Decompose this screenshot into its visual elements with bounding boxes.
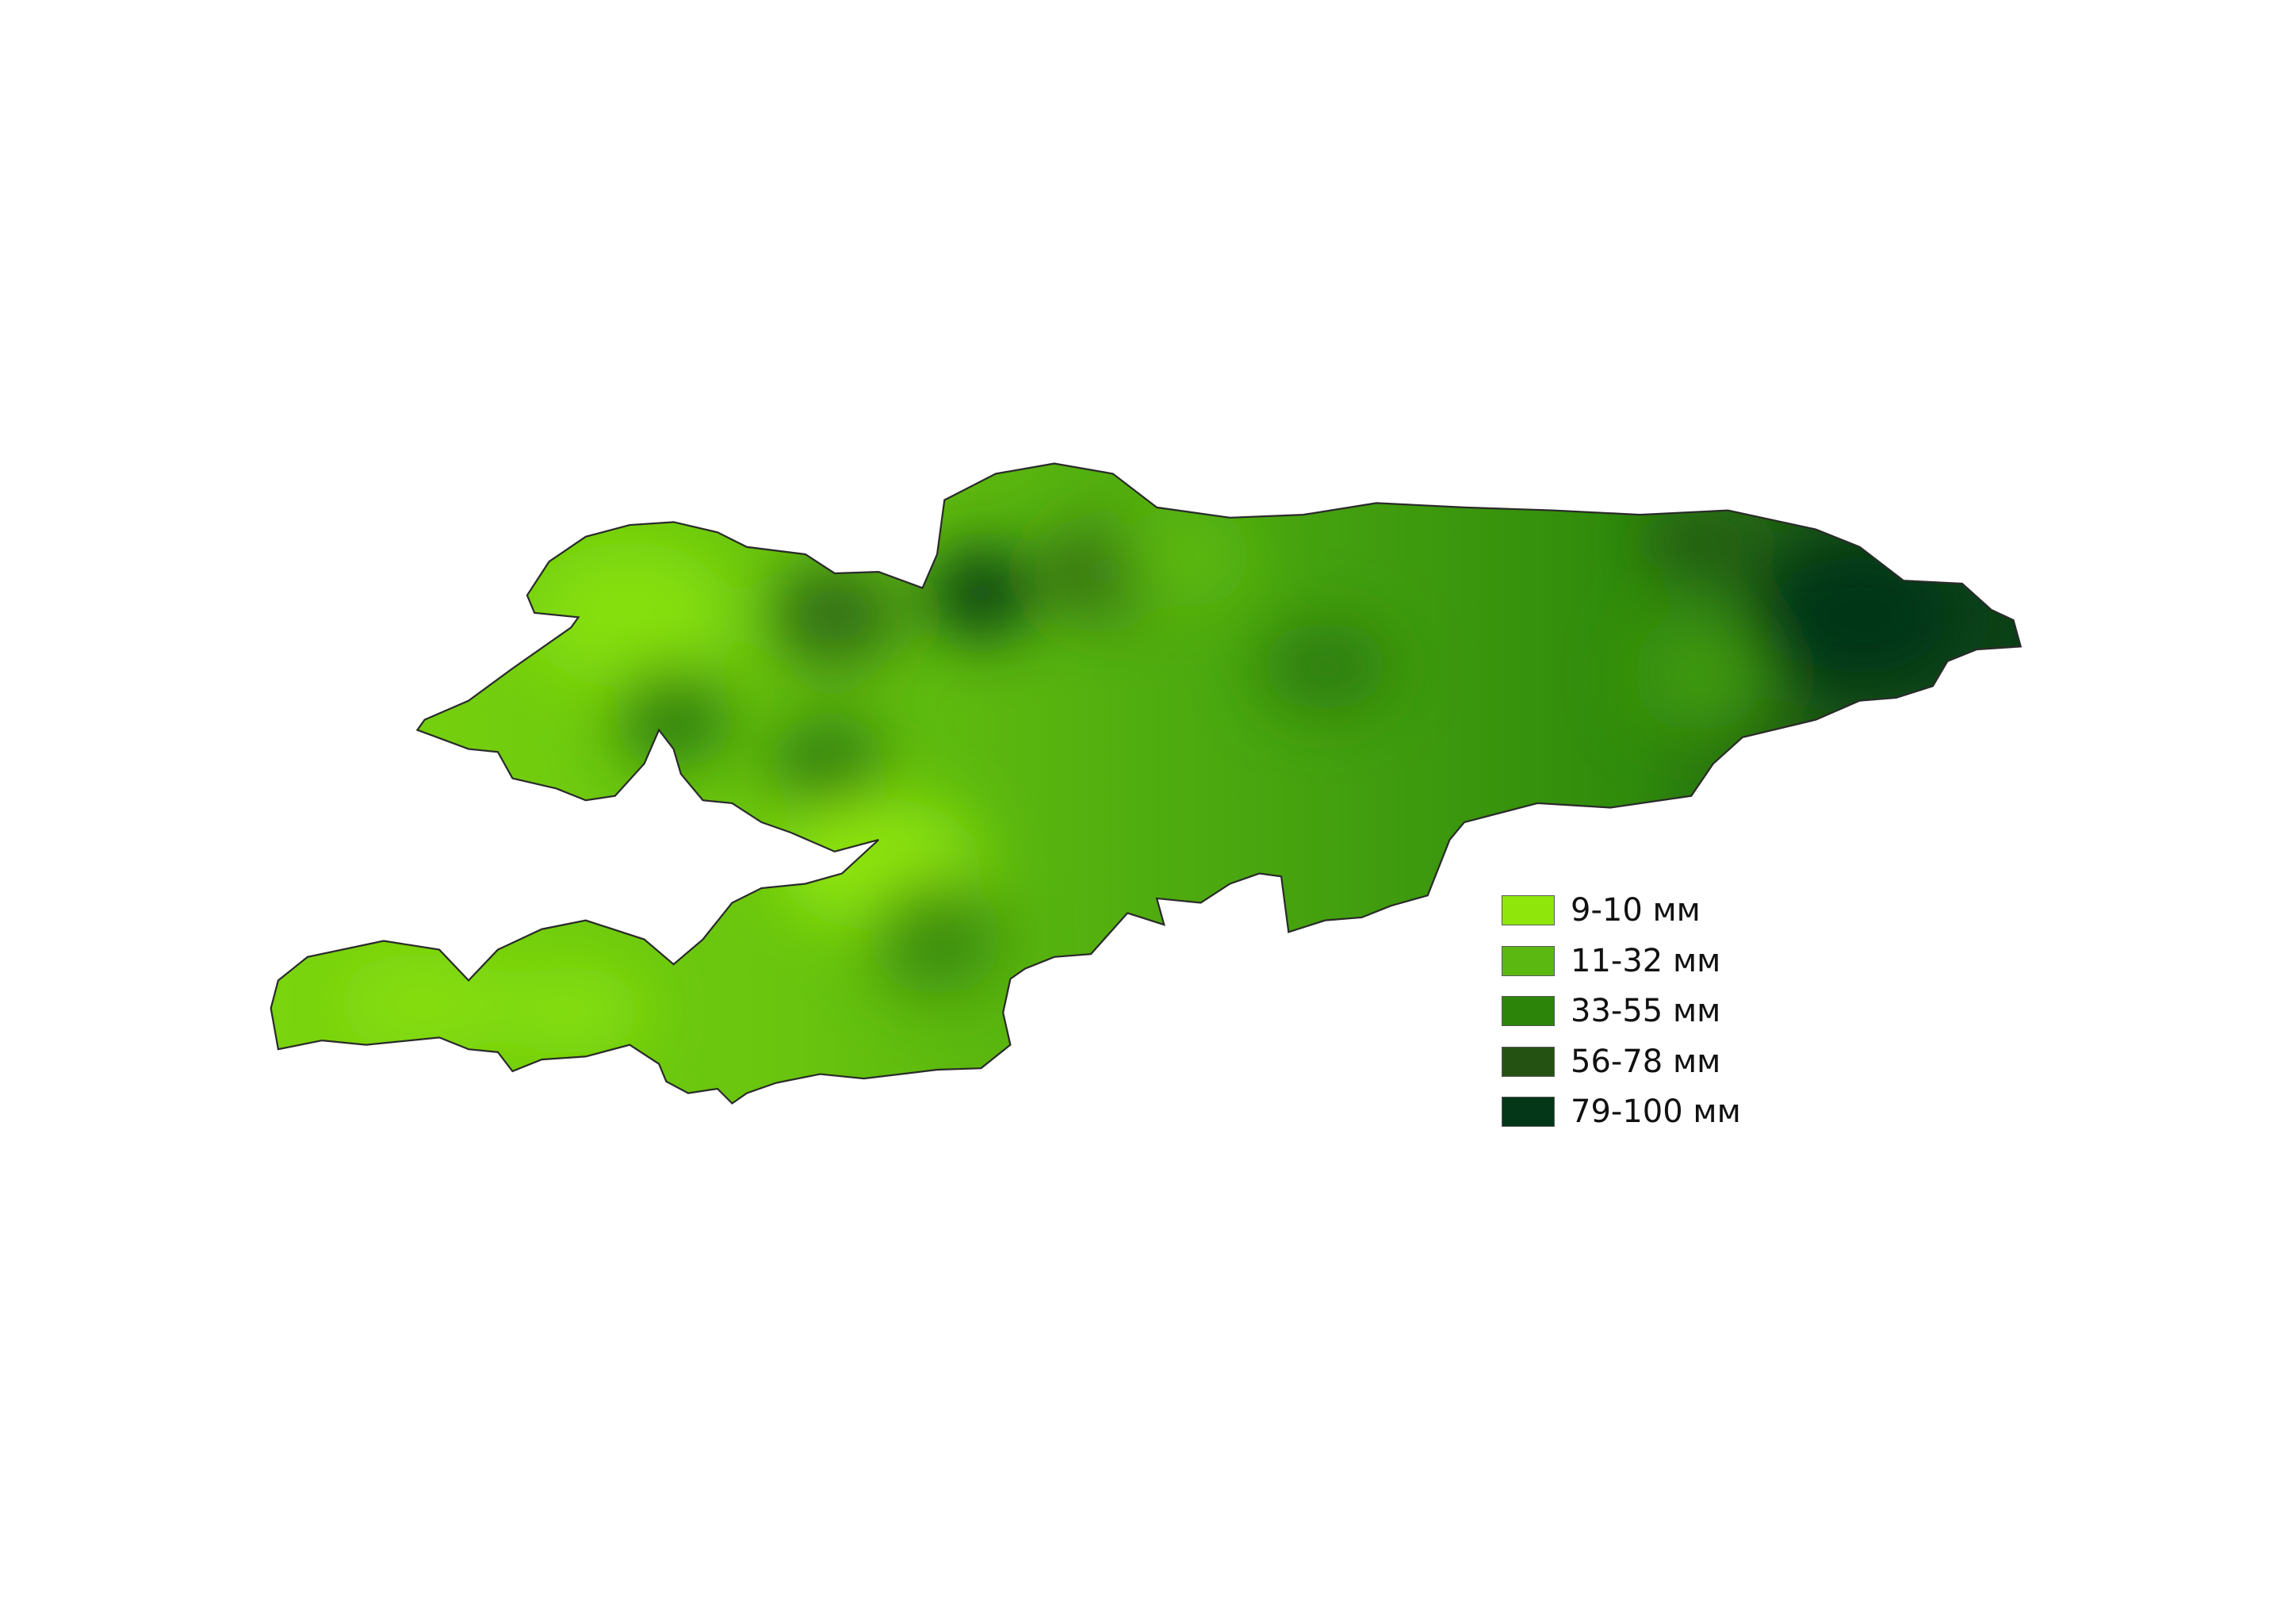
legend-swatch [1502,945,1555,976]
precipitation-surface [270,463,2021,1104]
legend-label: 33-55 мм [1571,993,1721,1029]
legend-label: 11-32 мм [1571,942,1721,979]
legend-swatch [1502,1046,1555,1077]
legend: 9-10 мм 11-32 мм 33-55 мм 56-78 мм 79-10… [1502,894,1741,1147]
legend-item: 56-78 мм [1502,1046,1741,1078]
legend-item: 33-55 мм [1502,995,1741,1027]
legend-item: 79-100 мм [1502,1096,1741,1128]
legend-swatch [1502,996,1555,1026]
legend-label: 9-10 мм [1571,892,1701,929]
country-border [270,462,2022,1105]
legend-item: 9-10 мм [1502,894,1741,926]
legend-label: 56-78 мм [1571,1043,1721,1080]
legend-swatch [1502,895,1555,925]
legend-item: 11-32 мм [1502,945,1741,977]
legend-label: 79-100 мм [1571,1094,1741,1130]
legend-swatch [1502,1097,1555,1127]
